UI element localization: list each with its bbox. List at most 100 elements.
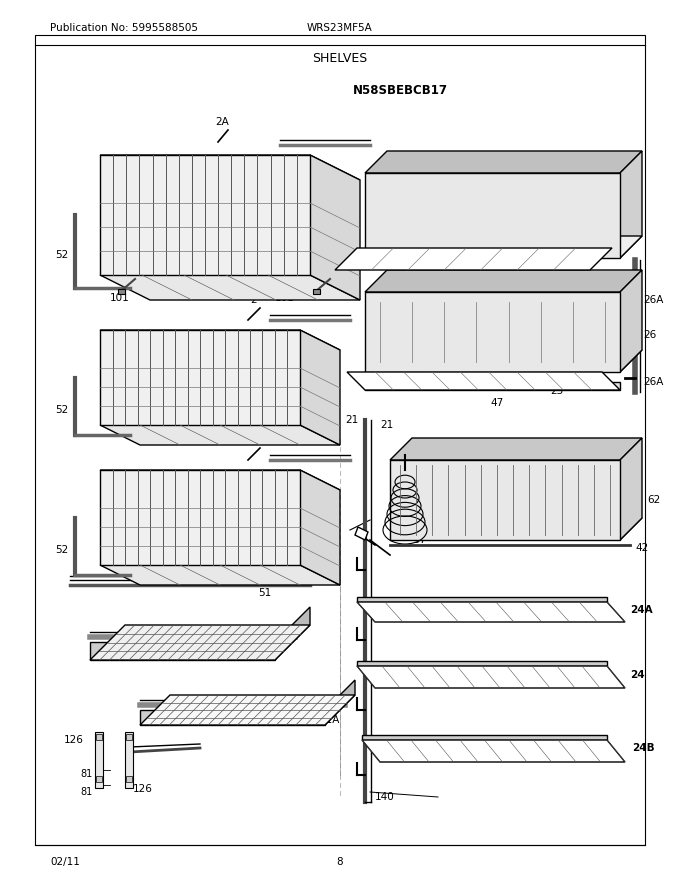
Text: 52: 52 [55, 545, 68, 555]
Text: 81: 81 [80, 769, 92, 779]
Polygon shape [100, 155, 310, 275]
Text: 26: 26 [643, 330, 656, 340]
Polygon shape [357, 597, 607, 602]
Polygon shape [125, 732, 133, 788]
Text: 11A: 11A [320, 715, 341, 725]
Polygon shape [390, 518, 642, 540]
Polygon shape [100, 565, 340, 585]
Polygon shape [365, 382, 620, 390]
Polygon shape [365, 173, 620, 258]
Polygon shape [325, 680, 355, 725]
Polygon shape [118, 289, 125, 294]
Polygon shape [126, 776, 132, 782]
Text: 8: 8 [337, 857, 343, 867]
Text: 21: 21 [345, 415, 358, 425]
Text: N58SBEBCB17: N58SBEBCB17 [352, 84, 447, 97]
Text: 26A: 26A [643, 295, 664, 305]
Polygon shape [357, 666, 625, 688]
Text: 81: 81 [80, 787, 92, 797]
Text: SHELVES: SHELVES [312, 52, 368, 64]
Polygon shape [300, 330, 340, 445]
Polygon shape [100, 330, 340, 350]
Text: 126: 126 [64, 735, 84, 745]
Text: 52: 52 [55, 405, 68, 415]
Bar [35, 35, 645, 845]
Polygon shape [620, 438, 642, 540]
Polygon shape [90, 642, 275, 660]
Polygon shape [100, 470, 340, 490]
Text: 123: 123 [320, 535, 340, 545]
Polygon shape [95, 732, 103, 788]
Text: 24A: 24A [630, 605, 653, 615]
Text: 101: 101 [110, 293, 130, 303]
Text: 02/11: 02/11 [50, 857, 80, 867]
Polygon shape [96, 776, 102, 782]
Text: 51: 51 [225, 567, 238, 577]
Polygon shape [365, 270, 642, 292]
Text: 39A: 39A [290, 697, 310, 707]
Polygon shape [390, 460, 620, 540]
Polygon shape [275, 607, 310, 660]
Polygon shape [357, 661, 607, 666]
Text: 62: 62 [647, 495, 660, 505]
Polygon shape [100, 155, 360, 180]
Polygon shape [365, 350, 642, 372]
Text: 101: 101 [275, 293, 294, 303]
Polygon shape [100, 425, 340, 445]
Polygon shape [362, 735, 607, 740]
Polygon shape [365, 292, 620, 372]
Polygon shape [620, 270, 642, 372]
Text: 2: 2 [250, 435, 256, 445]
Text: 97: 97 [413, 535, 426, 545]
Text: 27: 27 [375, 225, 388, 235]
Polygon shape [390, 438, 642, 460]
Text: 42A: 42A [320, 515, 340, 525]
Text: 24B: 24B [632, 743, 655, 753]
Text: 47: 47 [490, 398, 503, 408]
Polygon shape [100, 330, 300, 425]
Polygon shape [126, 734, 132, 740]
Polygon shape [96, 734, 102, 740]
Polygon shape [365, 151, 642, 173]
Polygon shape [357, 602, 625, 622]
Polygon shape [335, 248, 612, 270]
Text: 140: 140 [375, 792, 395, 802]
Polygon shape [140, 710, 325, 725]
Text: 26A: 26A [643, 377, 664, 387]
Text: Publication No: 5995588505: Publication No: 5995588505 [50, 23, 198, 33]
Text: 39: 39 [220, 629, 233, 639]
Polygon shape [100, 275, 360, 300]
Polygon shape [362, 740, 625, 762]
Text: 42: 42 [635, 543, 648, 553]
Text: 11: 11 [205, 647, 218, 657]
Polygon shape [140, 695, 355, 725]
Text: 2: 2 [410, 455, 417, 465]
Text: 25A: 25A [408, 247, 428, 257]
Polygon shape [620, 151, 642, 258]
Text: 42A: 42A [311, 517, 330, 527]
Text: 2A: 2A [215, 117, 228, 127]
Text: 49B: 49B [298, 563, 318, 573]
Text: 52: 52 [55, 250, 68, 260]
Text: 47A: 47A [365, 261, 386, 271]
Polygon shape [310, 155, 360, 300]
Polygon shape [347, 372, 620, 390]
Text: 21: 21 [380, 420, 393, 430]
Text: 49: 49 [305, 275, 318, 285]
Text: 123: 123 [311, 535, 330, 545]
Text: 51: 51 [258, 588, 271, 598]
Text: 51: 51 [225, 283, 238, 293]
Polygon shape [100, 470, 300, 565]
Polygon shape [355, 527, 368, 540]
Polygon shape [365, 236, 642, 258]
Polygon shape [313, 289, 320, 294]
Text: 126: 126 [133, 784, 153, 794]
Text: WRS23MF5A: WRS23MF5A [307, 23, 373, 33]
Text: 24: 24 [630, 670, 645, 680]
Text: 25: 25 [550, 386, 563, 396]
Polygon shape [90, 625, 310, 660]
Text: 2: 2 [250, 295, 256, 305]
Text: 49B: 49B [298, 423, 318, 433]
Text: 51: 51 [225, 427, 238, 437]
Polygon shape [300, 470, 340, 585]
